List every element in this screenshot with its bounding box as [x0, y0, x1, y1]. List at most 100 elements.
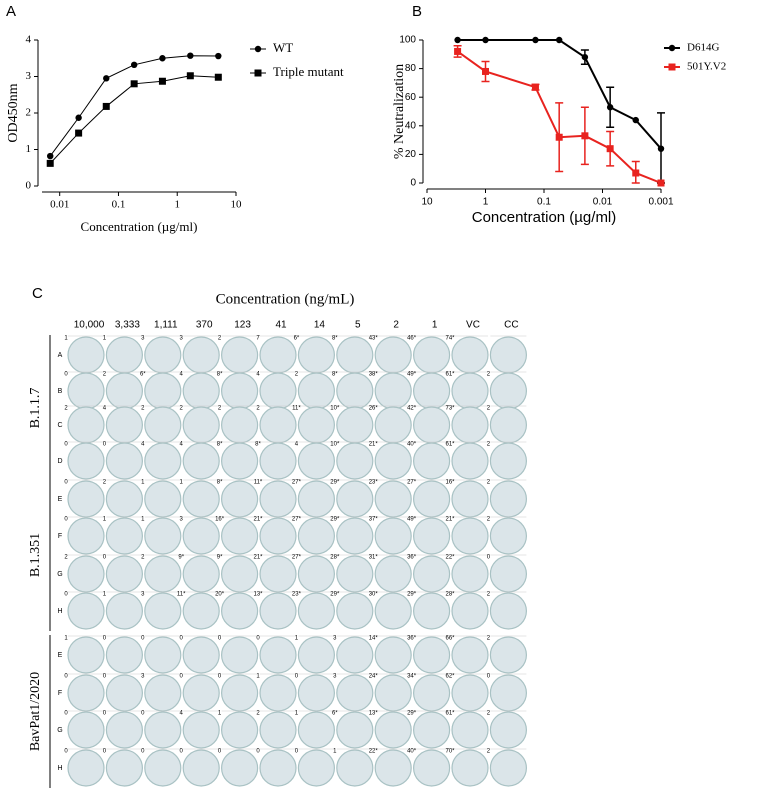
plaque-count: 13*	[253, 592, 263, 598]
well	[413, 336, 451, 374]
x-tick-label: 0.01	[50, 199, 69, 211]
column-label: CC	[504, 320, 518, 331]
marker	[532, 36, 539, 44]
plaque-count: 8*	[217, 372, 223, 378]
plaque-count: 2	[103, 480, 107, 486]
well	[336, 592, 374, 630]
marker	[215, 52, 222, 60]
plaque-count: 0	[64, 749, 68, 755]
plaque-count: 1	[256, 674, 260, 680]
plaque-count: 20*	[215, 592, 225, 598]
column-label: 5	[355, 320, 361, 331]
well	[67, 592, 105, 630]
row-label: B	[58, 388, 63, 395]
well	[451, 636, 489, 674]
y-tick-label: 2	[26, 107, 32, 119]
well	[221, 406, 259, 444]
well	[221, 555, 259, 593]
well	[489, 372, 527, 410]
plaque-count: 27*	[292, 517, 302, 523]
column-label: 1,111	[154, 320, 178, 331]
marker	[454, 36, 461, 44]
well	[221, 636, 259, 674]
well	[105, 555, 144, 593]
well	[489, 592, 527, 630]
group-label: BavPat1/2020	[28, 672, 43, 751]
x-tick-label: 10	[231, 199, 243, 211]
well	[182, 592, 220, 630]
plaque-count: 16*	[445, 480, 455, 486]
plaque-count: 23*	[369, 480, 379, 486]
plaque-count: 2	[487, 406, 491, 412]
series-line	[49, 55, 219, 157]
plaque-count: 49*	[407, 517, 417, 523]
plaque-count: 37*	[369, 517, 379, 523]
x-tick-label: 0.01	[593, 197, 613, 208]
plaque-count: 24*	[369, 674, 379, 680]
well	[374, 517, 412, 555]
well	[451, 442, 489, 480]
well	[489, 674, 527, 712]
well	[182, 749, 220, 787]
plaque-count: 1	[64, 636, 68, 642]
well	[67, 480, 105, 518]
plaque-count: 40*	[407, 749, 417, 755]
row-label: D	[57, 458, 62, 465]
well	[374, 636, 412, 674]
well	[67, 517, 105, 555]
well	[374, 555, 412, 593]
panel-label: B	[412, 3, 422, 20]
marker	[581, 53, 589, 61]
plaque-count: 9*	[178, 555, 184, 561]
plaque-count: 1	[103, 592, 107, 598]
well	[259, 442, 297, 480]
well	[105, 372, 144, 410]
plaque-count: 11*	[177, 592, 186, 598]
well	[297, 636, 335, 674]
plaque-count: 34*	[407, 674, 417, 680]
well	[182, 517, 220, 555]
group-label: B.1.1.7	[28, 388, 43, 429]
plaque-count: 46*	[407, 336, 417, 342]
plaque-count: 73*	[445, 406, 455, 412]
well	[489, 517, 527, 555]
row-label: F	[58, 533, 62, 540]
well	[451, 406, 489, 444]
well	[221, 480, 259, 518]
plaque-count: 10*	[330, 442, 340, 448]
plaque-count: 10*	[330, 406, 340, 412]
well	[297, 592, 335, 630]
plaque-count: 0	[103, 749, 107, 755]
plaque-count: 36*	[407, 555, 417, 561]
well	[413, 442, 451, 480]
well	[413, 674, 451, 712]
x-axis-label: Concentration (µg/ml)	[81, 219, 198, 234]
plaque-count: 3	[180, 336, 184, 342]
plaque-count: 70*	[445, 749, 455, 755]
plaque-count: 8*	[332, 372, 338, 378]
well	[259, 517, 297, 555]
well	[105, 442, 144, 480]
well	[182, 480, 220, 518]
well	[144, 517, 182, 555]
plaque-count: 0	[64, 674, 68, 680]
plaque-count: 0	[103, 442, 107, 448]
plaque-count: 8*	[217, 442, 223, 448]
plaque-count: 27*	[407, 480, 417, 486]
plaque-count: 1	[141, 517, 145, 523]
legend-label: WT	[273, 40, 293, 55]
marker	[657, 145, 665, 152]
y-axis-label: OD450nm	[6, 83, 21, 142]
well	[221, 674, 259, 712]
well	[259, 592, 297, 630]
well	[336, 406, 374, 444]
plaque-count: 31*	[369, 555, 379, 561]
well	[336, 336, 374, 374]
well	[489, 406, 527, 444]
plaque-count: 0	[103, 636, 107, 642]
plaque-count: 4	[256, 372, 260, 378]
well	[182, 674, 220, 712]
well	[221, 517, 259, 555]
plaque-count: 0	[218, 674, 222, 680]
